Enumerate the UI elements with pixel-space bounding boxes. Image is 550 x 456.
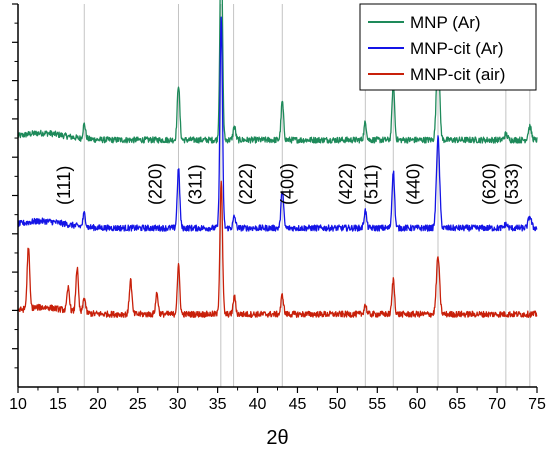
peak-label: (220) (146, 163, 166, 205)
series-line-1 (17, 16, 538, 232)
series-line-2 (17, 180, 538, 318)
peak-label: (533) (502, 163, 522, 205)
peak-labels: (111) (220) (311) (222) (400) (422) (511) (440)… (54, 163, 522, 205)
x-tick-label: 70 (488, 396, 506, 413)
peak-label: (511) (361, 164, 381, 205)
legend: MNP (Ar) MNP-cit (Ar) MNP-cit (air) (359, 3, 537, 91)
legend-label-2: MNP-cit (air) (410, 65, 505, 84)
x-tick-label: 60 (408, 396, 426, 413)
x-tick-label: 65 (448, 396, 466, 413)
peak-label: (400) (277, 163, 297, 205)
series-line-0 (17, 0, 538, 144)
x-tick-label: 20 (89, 396, 107, 413)
peak-label: (311) (186, 164, 206, 205)
x-tick-label: 35 (209, 396, 227, 413)
axes: 10 15 20 25 30 35 40 45 50 55 60 65 70 75 (9, 3, 546, 413)
x-tick-label: 50 (328, 396, 346, 413)
peak-label: (440) (404, 163, 424, 205)
x-tick-label: 45 (289, 396, 307, 413)
x-tick-label: 15 (49, 396, 67, 413)
x-tick-label: 55 (368, 396, 386, 413)
x-tick-label: 10 (9, 396, 27, 413)
x-tick-label: 30 (169, 396, 187, 413)
x-tick-label: 75 (528, 396, 546, 413)
peak-label: (222) (236, 163, 256, 205)
peak-label: (422) (336, 163, 356, 205)
x-tick-label: 40 (249, 396, 267, 413)
legend-label-0: MNP (Ar) (410, 13, 481, 32)
series-layer (17, 0, 538, 318)
legend-label-1: MNP-cit (Ar) (410, 39, 503, 58)
x-tick-label: 25 (129, 396, 147, 413)
peak-label: (620) (479, 163, 499, 205)
x-axis-title: 2θ (266, 427, 288, 449)
peak-label: (111) (54, 166, 74, 205)
